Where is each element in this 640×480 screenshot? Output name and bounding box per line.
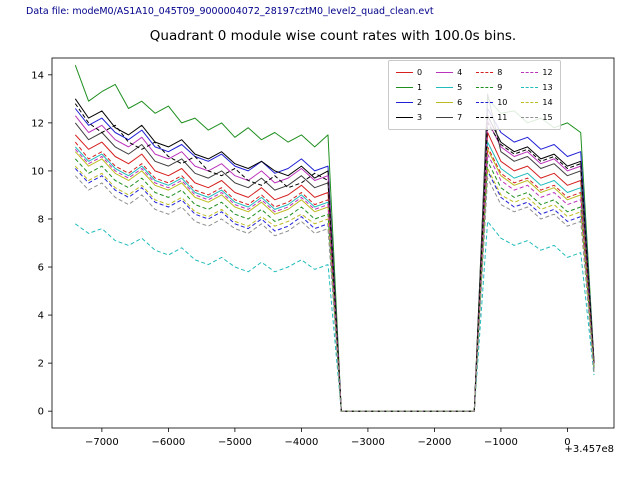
y-tick-label: 6 bbox=[38, 263, 44, 274]
series-line-13 bbox=[75, 220, 595, 412]
legend-label: 6 bbox=[457, 98, 463, 107]
x-tick-label: −1000 bbox=[484, 437, 518, 448]
legend-label: 11 bbox=[497, 113, 508, 122]
series-line-7 bbox=[74, 93, 595, 412]
y-tick-label: 14 bbox=[31, 70, 44, 81]
legend-item: 6 bbox=[436, 98, 462, 107]
legend-swatch bbox=[396, 87, 413, 88]
legend-swatch bbox=[396, 117, 413, 118]
axes-frame bbox=[51, 57, 615, 429]
x-tick-label: −6000 bbox=[151, 437, 185, 448]
y-tick-label: 10 bbox=[31, 166, 44, 177]
series-line-2 bbox=[74, 108, 595, 412]
legend-item: 14 bbox=[521, 98, 553, 107]
legend-swatch bbox=[521, 102, 539, 103]
legend-label: 7 bbox=[457, 113, 463, 122]
legend-label: 9 bbox=[497, 83, 503, 92]
legend-swatch bbox=[521, 117, 539, 118]
legend-swatch bbox=[476, 117, 494, 118]
x-tick-label: 0 bbox=[564, 437, 570, 448]
legend-label: 5 bbox=[457, 83, 463, 92]
legend-label: 4 bbox=[457, 68, 463, 77]
legend-item: 3 bbox=[396, 113, 422, 122]
legend-item: 11 bbox=[476, 113, 507, 122]
legend-swatch bbox=[476, 102, 494, 103]
legend-label: 10 bbox=[497, 98, 508, 107]
legend-swatch bbox=[436, 72, 454, 73]
x-tick-label: −7000 bbox=[85, 437, 119, 448]
legend-item: 15 bbox=[521, 113, 553, 122]
legend-label: 0 bbox=[417, 68, 423, 77]
x-axis-offset-label: +3.457e8 bbox=[564, 444, 614, 455]
legend-label: 2 bbox=[417, 98, 423, 107]
x-tick-label: −4000 bbox=[284, 437, 318, 448]
legend-item: 13 bbox=[521, 83, 553, 92]
chart-title: Quadrant 0 module wise count rates with … bbox=[149, 28, 517, 44]
series-line-11 bbox=[74, 103, 595, 412]
legend-label: 13 bbox=[542, 83, 553, 92]
x-tick-label: −3000 bbox=[351, 437, 385, 448]
legend-swatch bbox=[436, 102, 454, 103]
legend-item: 10 bbox=[476, 98, 507, 107]
legend-item: 9 bbox=[476, 83, 507, 92]
y-tick-label: 4 bbox=[38, 311, 44, 322]
legend-swatch bbox=[521, 72, 539, 73]
legend-label: 15 bbox=[542, 113, 553, 122]
legend-swatch bbox=[436, 117, 454, 118]
legend-swatch bbox=[521, 87, 539, 88]
legend-swatch bbox=[396, 72, 413, 73]
series-line-8 bbox=[74, 141, 595, 412]
y-tick-label: 2 bbox=[38, 359, 44, 370]
legend-item: 4 bbox=[436, 68, 462, 77]
legend-item: 5 bbox=[436, 83, 462, 92]
legend-label: 14 bbox=[542, 98, 553, 107]
legend-item: 0 bbox=[396, 68, 422, 77]
legend-item: 8 bbox=[476, 68, 507, 77]
data-file-label: Data file: modeM0/AS1A10_045T09_90000040… bbox=[26, 6, 434, 17]
legend-swatch bbox=[436, 87, 454, 88]
legend-label: 1 bbox=[417, 83, 423, 92]
series-line-15 bbox=[74, 175, 595, 412]
legend: 0 1 2 3 4 5 6 7 8 9 10 11 12 13 14 15 bbox=[388, 60, 561, 130]
legend-label: 3 bbox=[417, 113, 423, 122]
x-tick-label: −2000 bbox=[418, 437, 452, 448]
y-tick-label: 8 bbox=[38, 214, 44, 225]
legend-item: 12 bbox=[521, 68, 553, 77]
legend-swatch bbox=[476, 87, 494, 88]
series-line-9 bbox=[74, 158, 595, 412]
x-tick-label: −5000 bbox=[218, 437, 252, 448]
legend-item: 1 bbox=[396, 83, 422, 92]
y-tick-label: 12 bbox=[31, 118, 44, 129]
y-tick-label: 0 bbox=[38, 407, 44, 418]
legend-label: 12 bbox=[542, 68, 553, 77]
legend-label: 8 bbox=[497, 68, 503, 77]
legend-item: 2 bbox=[396, 98, 422, 107]
legend-swatch bbox=[396, 102, 413, 103]
series-line-3 bbox=[74, 98, 595, 412]
legend-item: 7 bbox=[436, 113, 462, 122]
legend-swatch bbox=[476, 72, 494, 73]
